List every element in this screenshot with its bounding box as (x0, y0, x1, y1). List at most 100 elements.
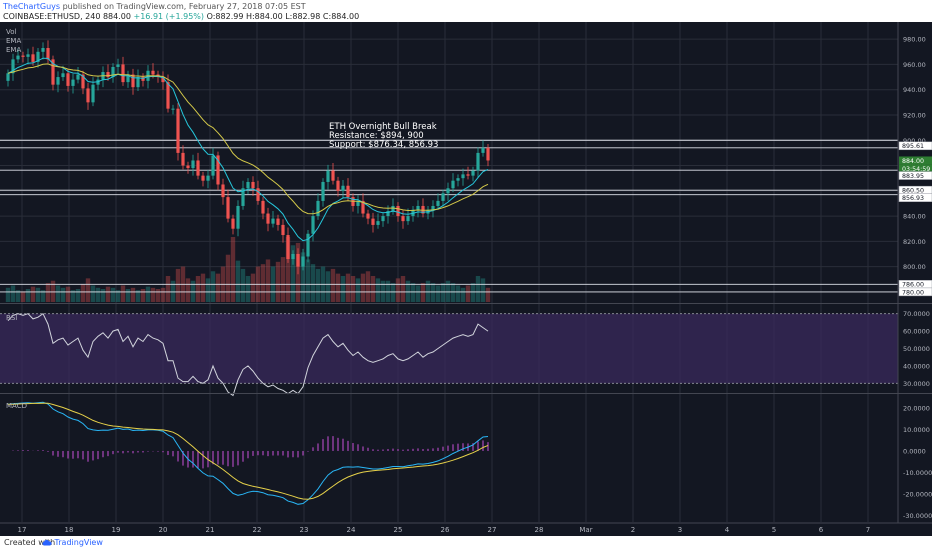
x-tick-label: 2 (631, 526, 635, 534)
price-tick-label: 920.00 (903, 111, 926, 119)
symbol-info: COINBASE:ETHUSD, 240 884.00 +16.91 (+1.9… (3, 12, 359, 21)
volume-bar (250, 273, 256, 302)
macd-tick-label: -20.0000 (903, 491, 932, 499)
volume-bar (310, 264, 316, 302)
rsi-line-path (7, 312, 489, 397)
chart-area[interactable]: 980.00960.00940.00920.00900.00880.00860.… (0, 22, 932, 536)
volume-bar (135, 290, 141, 302)
volume-bar (435, 285, 441, 302)
candle-body (246, 181, 250, 189)
price-tag-label: 786.00 (902, 282, 924, 289)
ema-lines (7, 57, 489, 242)
candle-body (326, 170, 330, 182)
macd-tick-label: 10.0000 (903, 426, 930, 434)
volume-bar (275, 261, 281, 302)
candle-body (41, 48, 45, 52)
volume-bar (355, 278, 361, 302)
candle-body (331, 170, 335, 181)
price-tag-box (899, 156, 932, 165)
volume-bar (360, 273, 366, 302)
candle-body (231, 218, 235, 229)
x-tick-label: 27 (488, 526, 497, 534)
x-tick-label: 28 (535, 526, 544, 534)
volume-bar (480, 278, 486, 302)
candle-body (131, 74, 135, 88)
price-tag-label: 884.00 (902, 158, 924, 165)
volume-bar (80, 284, 86, 302)
candle-body (211, 155, 215, 176)
annotation-title: ETH Overnight Bull Break (329, 122, 437, 132)
volume-bar (245, 276, 251, 302)
candle-body (206, 175, 210, 181)
x-tick-label: Mar (579, 526, 592, 534)
volume-bar (70, 290, 76, 302)
author-link[interactable]: TheChartGuys (3, 2, 61, 11)
footer-bar: Created with TradingView (0, 536, 932, 550)
rsi-tick-label: 70.0000 (903, 310, 930, 318)
publish-header: TheChartGuys published on TradingView.co… (0, 0, 932, 22)
candle-body (31, 54, 35, 62)
volume-bar (15, 290, 21, 302)
x-tick-label: 17 (18, 526, 27, 534)
candle-body (296, 253, 300, 267)
candle-body (71, 79, 75, 86)
rsi-tick-label: 40.0000 (903, 362, 930, 370)
candle-body (176, 108, 180, 153)
volume-bar (340, 276, 346, 302)
pane-separators (0, 22, 932, 524)
price-tag-label: 860.50 (902, 188, 924, 195)
volume-bar (455, 285, 461, 302)
candle-body (321, 181, 325, 201)
candle-body (16, 55, 20, 60)
candle-body (261, 200, 265, 214)
volume-bar (425, 280, 431, 302)
candle-body (446, 188, 450, 194)
volume-bar (65, 286, 71, 302)
candle-body (461, 174, 465, 179)
x-tick-label: 21 (206, 526, 215, 534)
candle-body (116, 64, 120, 67)
macd-tick-label: 0.0000 (903, 447, 926, 455)
rsi-band (0, 313, 898, 384)
volume-bar (35, 287, 41, 302)
volume-bar (235, 260, 241, 302)
price-tag-label: 780.00 (902, 289, 924, 296)
candle-body (341, 185, 345, 191)
candle-body (471, 170, 475, 176)
candle-body (26, 54, 30, 57)
volume-bar (370, 276, 376, 302)
rsi-tick-label: 30.0000 (903, 380, 930, 388)
candle-body (371, 218, 375, 225)
rsi-tick-label: 50.0000 (903, 345, 930, 353)
volume-bar (10, 285, 16, 302)
annotation-support: Support: $876.34, 856.93 (329, 140, 438, 150)
tradingview-logo[interactable]: TradingView (42, 538, 103, 547)
volume-bar (380, 280, 386, 302)
price-tick-label: 960.00 (903, 61, 926, 69)
price-tick-label: 800.00 (903, 263, 926, 271)
volume-bar (420, 283, 426, 302)
rsi-line (0, 312, 898, 397)
x-tick-label: 5 (772, 526, 776, 534)
candle-body (286, 235, 290, 260)
x-tick-label: 18 (65, 526, 74, 534)
volume-bar (260, 264, 266, 302)
volume-bar (405, 280, 411, 302)
candle-body (46, 48, 50, 60)
candle-body (416, 205, 420, 210)
x-tick-label: 25 (394, 526, 403, 534)
ohlc-close: C:884.00 (322, 12, 360, 21)
volume-bar (50, 280, 56, 302)
volume-bar (90, 285, 96, 302)
volume-bar (155, 289, 161, 302)
volume-bar (120, 285, 126, 302)
price-tick-label: 940.00 (903, 86, 926, 94)
volume-bar (470, 283, 476, 302)
volume-bar (290, 245, 296, 302)
candle-body (61, 73, 65, 78)
x-tick-label: 4 (725, 526, 730, 534)
ohlc-open: O:882.99 (206, 12, 244, 21)
volume-bar (85, 278, 91, 302)
cloud-icon (42, 539, 52, 546)
candle-body (196, 160, 200, 176)
